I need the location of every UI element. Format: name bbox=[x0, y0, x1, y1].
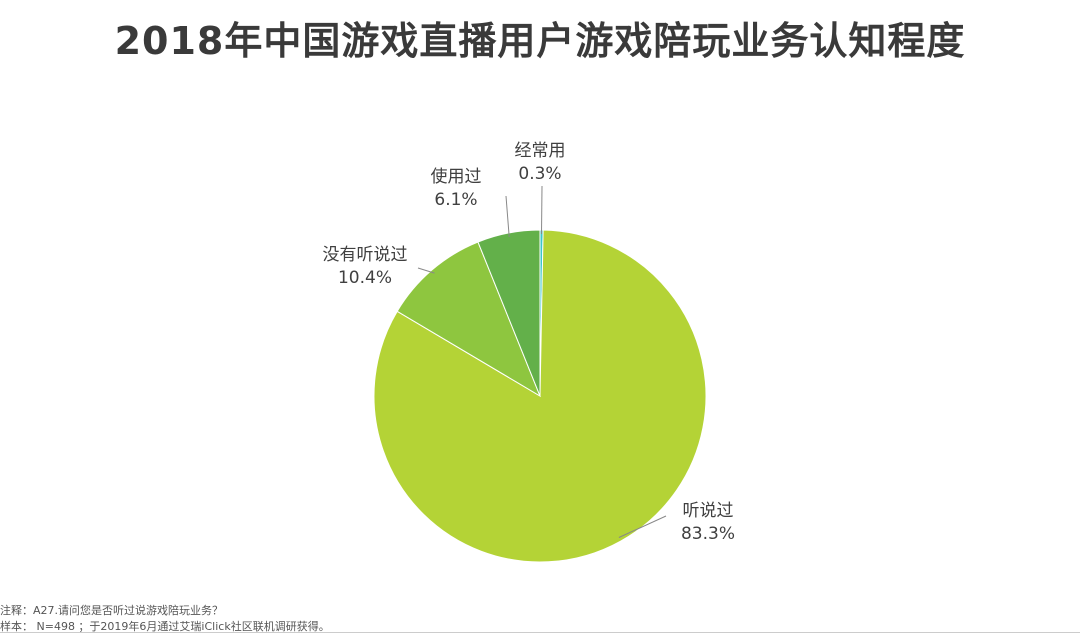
label-jingchangyong: 经常用 0.3% bbox=[508, 140, 572, 186]
label-jingchangyong-value: 0.3% bbox=[518, 164, 562, 184]
label-shiyongguo-value: 6.1% bbox=[434, 190, 478, 210]
pie-slice-meiyoutingshuoguo bbox=[396, 241, 542, 398]
label-meiyoutingshuoguo: 没有听说过 10.4% bbox=[310, 244, 420, 290]
leader-line-shiyongguo bbox=[505, 195, 510, 238]
leader-line-tingshuoguo bbox=[618, 515, 667, 538]
leader-line-jingchangyong bbox=[541, 185, 543, 235]
label-tingshuoguo: 听说过 83.3% bbox=[668, 500, 748, 546]
label-shiyongguo: 使用过 6.1% bbox=[420, 166, 492, 212]
label-tingshuoguo-value: 83.3% bbox=[680, 524, 735, 544]
chart-title: 2018年中国游戏直播用户游戏陪玩业务认知程度 bbox=[114, 19, 966, 63]
label-shiyongguo-name: 使用过 bbox=[430, 167, 482, 187]
footer-divider bbox=[0, 632, 1080, 633]
label-tingshuoguo-name: 听说过 bbox=[682, 501, 734, 521]
label-meiyoutingshuoguo-name: 没有听说过 bbox=[322, 245, 408, 265]
leader-line-meiyoutingshuoguo bbox=[417, 267, 435, 274]
label-meiyoutingshuoguo-value: 10.4% bbox=[337, 268, 392, 288]
label-jingchangyong-name: 经常用 bbox=[514, 141, 566, 161]
footnote-note: 注释：A27.请问您是否听过说游戏陪玩业务？ bbox=[0, 604, 224, 617]
footnote-sample: 样本： N=498 ；于2019年6月通过艾瑞iClick社区联机调研获得。 bbox=[0, 620, 330, 633]
